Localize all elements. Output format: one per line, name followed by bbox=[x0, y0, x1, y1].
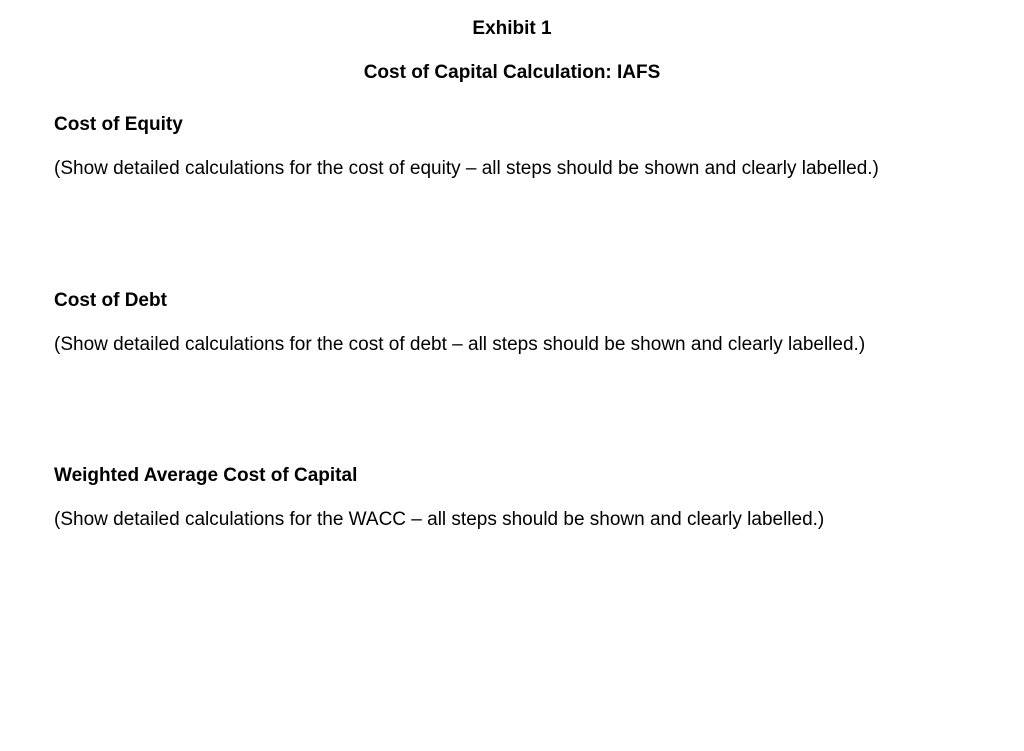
exhibit-label: Exhibit 1 bbox=[54, 18, 970, 40]
main-title: Cost of Capital Calculation: IAFS bbox=[54, 62, 970, 84]
section-instruction-wacc: (Show detailed calculations for the WACC… bbox=[54, 507, 970, 533]
section-heading-debt: Cost of Debt bbox=[54, 290, 970, 312]
section-heading-wacc: Weighted Average Cost of Capital bbox=[54, 465, 970, 487]
section-instruction-debt: (Show detailed calculations for the cost… bbox=[54, 332, 970, 358]
section-heading-equity: Cost of Equity bbox=[54, 114, 970, 136]
section-instruction-equity: (Show detailed calculations for the cost… bbox=[54, 156, 970, 182]
